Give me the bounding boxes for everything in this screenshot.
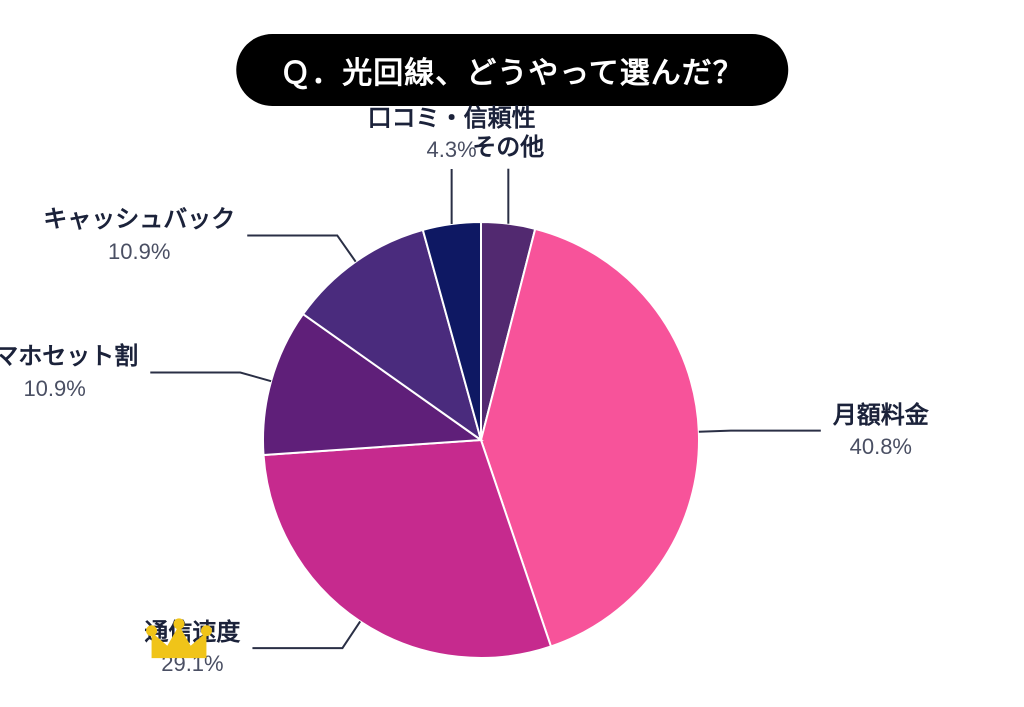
leader-line [247,235,355,261]
label-bundle-name: スマホセット割 [0,341,138,373]
label-price-pct: 40.8% [833,432,929,462]
leader-line [252,621,360,648]
label-bundle: スマホセット割10.9% [0,341,138,403]
label-trust-pct: 4.3% [368,135,536,165]
label-speed: 通信速度29.1% [144,617,240,679]
label-trust: 口コミ・信頼性4.3% [368,103,536,165]
label-price: 月額料金40.8% [833,400,929,462]
leader-line [150,373,271,382]
crown-icon [144,617,214,665]
pie-chart: その他月額料金40.8%通信速度29.1%スマホセット割10.9%キャッシュバッ… [0,0,1024,707]
label-bundle-pct: 10.9% [0,374,138,404]
label-cash-name: キャッシュバック [43,204,235,236]
label-price-name: 月額料金 [833,400,929,432]
label-cash: キャッシュバック10.9% [43,204,235,266]
label-cash-pct: 10.9% [43,237,235,267]
label-trust-name: 口コミ・信頼性 [368,103,536,135]
leader-line [699,431,821,432]
